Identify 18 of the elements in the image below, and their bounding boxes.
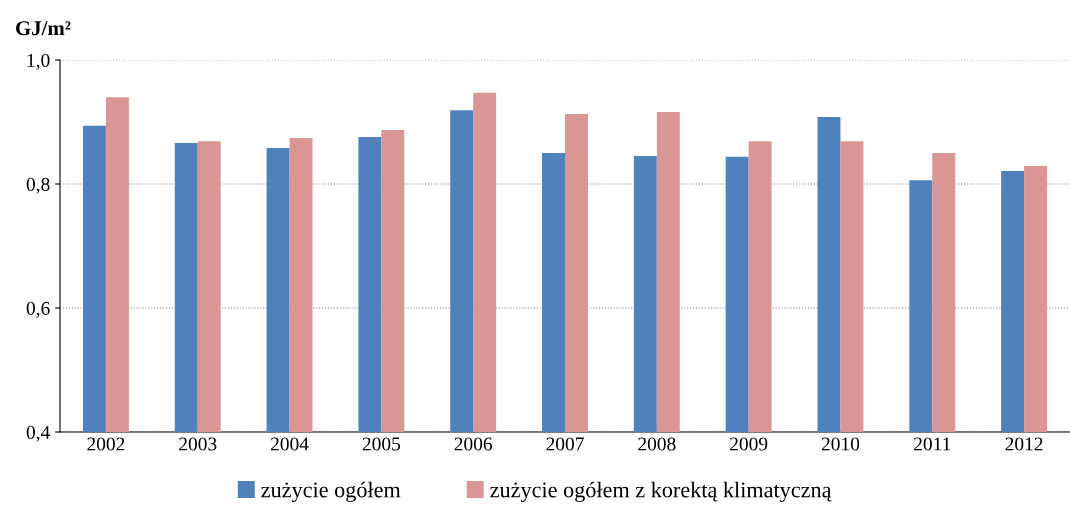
legend-label: zużycie ogółem z korektą klimatyczną	[490, 481, 832, 502]
x-tick-label: 2006	[454, 437, 493, 451]
x-tick-label: 2008	[638, 437, 676, 451]
y-tick-label: 1,0	[27, 53, 50, 70]
x-tick-label: 2009	[730, 437, 768, 451]
legend-label: zużycie ogółem	[261, 481, 401, 502]
y-axis-title: GJ/m²	[16, 21, 71, 36]
y-tick-label: 0,8	[26, 177, 50, 194]
x-tick-label: 2012	[1005, 437, 1043, 451]
x-tick-label: 2005	[362, 437, 401, 451]
x-tick-label: 2002	[87, 437, 125, 451]
x-tick-label: 2010	[821, 437, 860, 451]
x-tick-label: 2007	[546, 437, 584, 451]
y-tick-label: 0,4	[26, 425, 50, 442]
x-tick-label: 2011	[914, 437, 951, 451]
x-tick-label: 2003	[179, 437, 217, 451]
x-tick-label: 2004	[270, 437, 309, 451]
y-tick-label: 0,6	[26, 301, 50, 318]
